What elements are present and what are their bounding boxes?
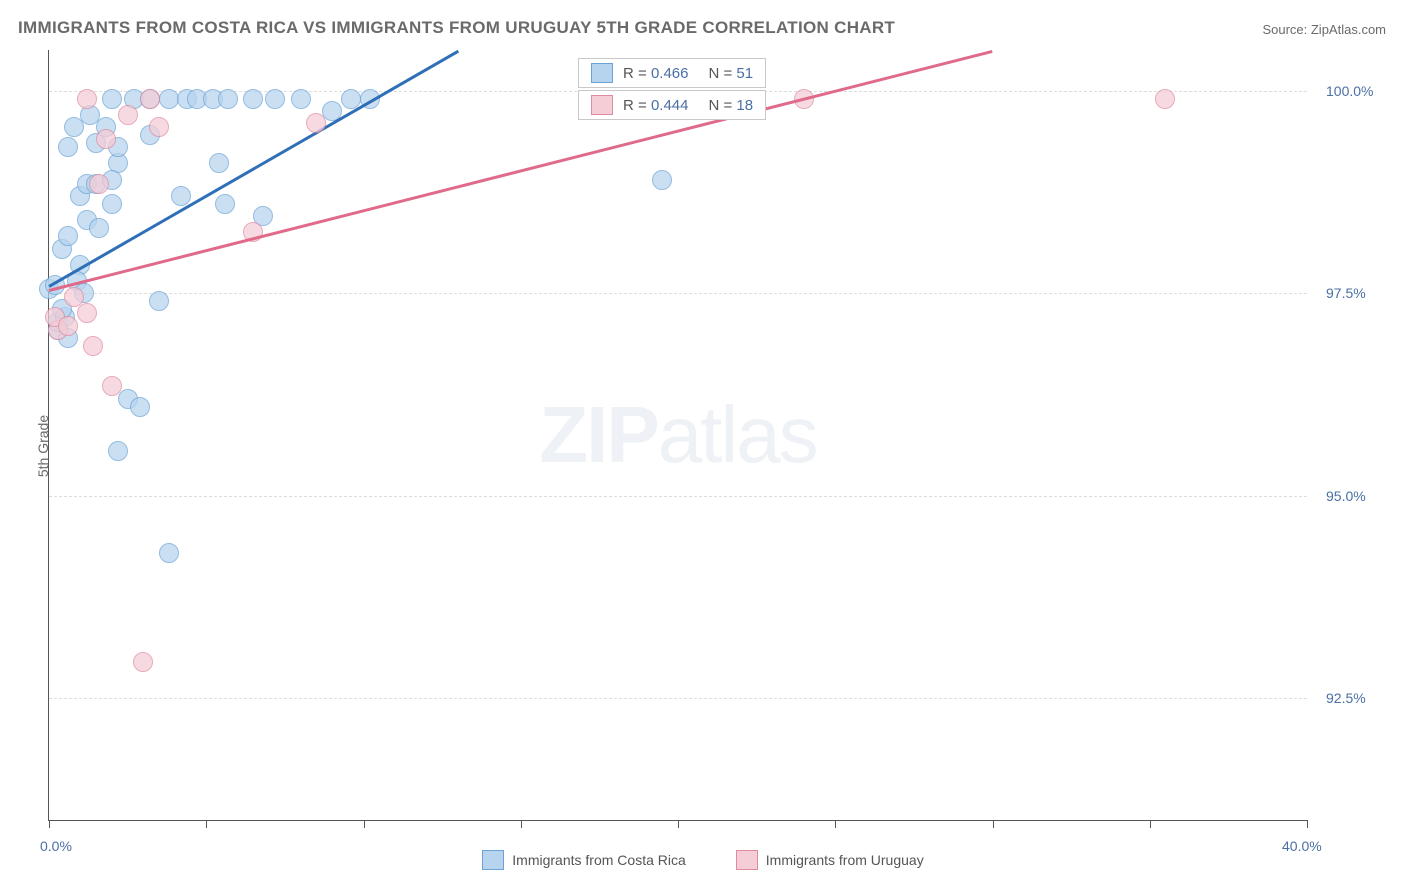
stats-r-label: R = 0.466 bbox=[623, 65, 688, 82]
x-axis-min-label: 0.0% bbox=[40, 838, 72, 854]
scatter-point-uruguay bbox=[89, 174, 109, 194]
x-tick bbox=[993, 820, 994, 828]
scatter-point-costa_rica bbox=[102, 194, 122, 214]
scatter-point-uruguay bbox=[77, 303, 97, 323]
trend-line-uruguay bbox=[49, 50, 993, 292]
chart-title: IMMIGRANTS FROM COSTA RICA VS IMMIGRANTS… bbox=[18, 18, 895, 38]
scatter-plot-area: ZIPatlas bbox=[48, 50, 1307, 821]
scatter-point-costa_rica bbox=[130, 397, 150, 417]
scatter-point-costa_rica bbox=[209, 153, 229, 173]
scatter-point-costa_rica bbox=[652, 170, 672, 190]
x-tick bbox=[678, 820, 679, 828]
y-tick-label: 92.5% bbox=[1326, 690, 1366, 706]
scatter-point-costa_rica bbox=[58, 226, 78, 246]
scatter-point-uruguay bbox=[306, 113, 326, 133]
stats-n-label: N = 18 bbox=[708, 97, 753, 114]
scatter-point-costa_rica bbox=[159, 89, 179, 109]
x-tick bbox=[835, 820, 836, 828]
series-legend: Immigrants from Costa Rica Immigrants fr… bbox=[0, 850, 1406, 870]
watermark: ZIPatlas bbox=[539, 389, 816, 481]
scatter-point-uruguay bbox=[118, 105, 138, 125]
scatter-point-uruguay bbox=[58, 316, 78, 336]
gridline bbox=[49, 496, 1307, 497]
stats-n-label: N = 51 bbox=[708, 65, 753, 82]
scatter-point-costa_rica bbox=[102, 89, 122, 109]
scatter-point-costa_rica bbox=[58, 137, 78, 157]
stats-swatch-costa_rica bbox=[591, 63, 613, 83]
scatter-point-costa_rica bbox=[218, 89, 238, 109]
x-tick bbox=[49, 820, 50, 828]
scatter-point-costa_rica bbox=[171, 186, 191, 206]
x-tick bbox=[206, 820, 207, 828]
scatter-point-costa_rica bbox=[159, 543, 179, 563]
x-tick bbox=[1150, 820, 1151, 828]
scatter-point-costa_rica bbox=[265, 89, 285, 109]
legend-item-costa-rica: Immigrants from Costa Rica bbox=[482, 850, 685, 870]
scatter-point-costa_rica bbox=[108, 441, 128, 461]
stats-r-label: R = 0.444 bbox=[623, 97, 688, 114]
scatter-point-uruguay bbox=[1155, 89, 1175, 109]
y-tick-label: 100.0% bbox=[1326, 83, 1373, 99]
legend-item-uruguay: Immigrants from Uruguay bbox=[736, 850, 924, 870]
legend-swatch-uruguay bbox=[736, 850, 758, 870]
stats-legend-costa_rica: R = 0.466 N = 51 bbox=[578, 58, 766, 88]
scatter-point-costa_rica bbox=[243, 89, 263, 109]
gridline bbox=[49, 293, 1307, 294]
scatter-point-uruguay bbox=[96, 129, 116, 149]
watermark-bold: ZIP bbox=[539, 390, 657, 479]
stats-swatch-uruguay bbox=[591, 95, 613, 115]
legend-label-costa-rica: Immigrants from Costa Rica bbox=[512, 852, 685, 868]
x-axis-max-label: 40.0% bbox=[1282, 838, 1322, 854]
scatter-point-costa_rica bbox=[291, 89, 311, 109]
scatter-point-costa_rica bbox=[149, 291, 169, 311]
legend-label-uruguay: Immigrants from Uruguay bbox=[766, 852, 924, 868]
x-tick bbox=[364, 820, 365, 828]
y-tick-label: 95.0% bbox=[1326, 488, 1366, 504]
scatter-point-uruguay bbox=[77, 89, 97, 109]
scatter-point-uruguay bbox=[83, 336, 103, 356]
gridline bbox=[49, 698, 1307, 699]
x-tick bbox=[1307, 820, 1308, 828]
scatter-point-uruguay bbox=[133, 652, 153, 672]
scatter-point-costa_rica bbox=[215, 194, 235, 214]
watermark-light: atlas bbox=[658, 390, 817, 479]
x-tick bbox=[521, 820, 522, 828]
scatter-point-costa_rica bbox=[89, 218, 109, 238]
y-tick-label: 97.5% bbox=[1326, 285, 1366, 301]
legend-swatch-costa-rica bbox=[482, 850, 504, 870]
scatter-point-uruguay bbox=[149, 117, 169, 137]
scatter-point-uruguay bbox=[140, 89, 160, 109]
source-attribution: Source: ZipAtlas.com bbox=[1262, 22, 1386, 37]
scatter-point-uruguay bbox=[102, 376, 122, 396]
stats-legend-uruguay: R = 0.444 N = 18 bbox=[578, 90, 766, 120]
